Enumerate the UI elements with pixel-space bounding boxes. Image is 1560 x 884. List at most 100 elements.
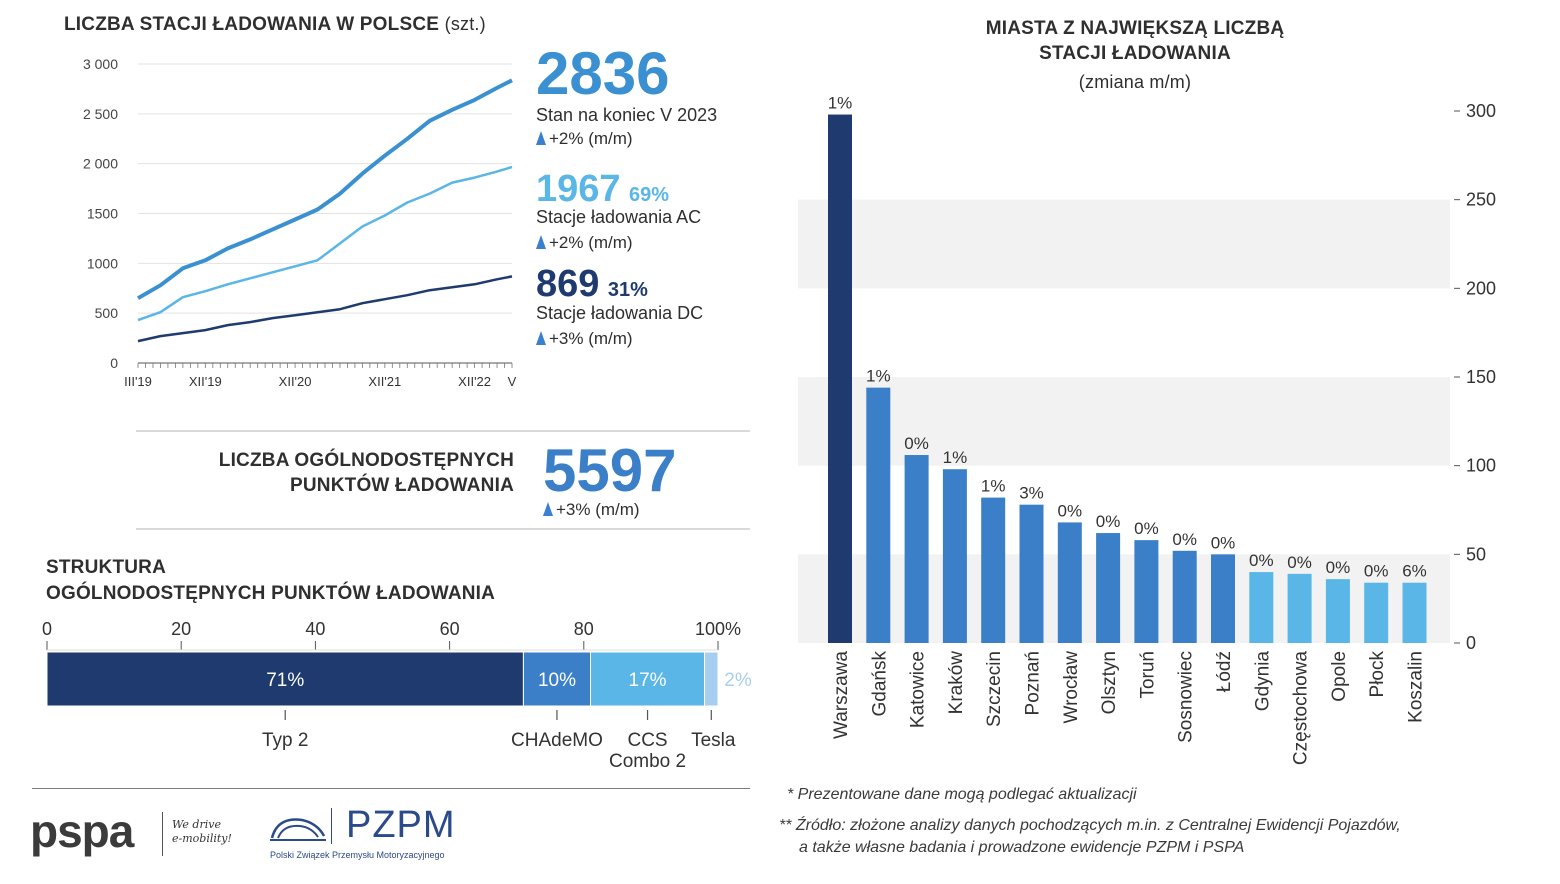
bar-katowice [904, 455, 929, 643]
segment-data-label: 71% [266, 670, 304, 691]
dc-stations-value: 869 [536, 263, 600, 305]
logo-separator [162, 812, 163, 856]
bar-data-label: 0% [1134, 519, 1159, 538]
x-tick-label: XII'22 [458, 374, 491, 389]
segment-chademo [522, 651, 592, 707]
pspa-tagline: We drive e-mobility! [172, 818, 232, 845]
segment-data-label: 2% [724, 670, 752, 691]
structure-title: STRUKTURA OGÓLNODOSTĘPNYCH PUNKTÓW ŁADOW… [46, 555, 495, 607]
dc-stations-label: Stacje ładowania DC [536, 303, 704, 323]
category-label: Tesla [691, 730, 736, 751]
segment-data-label: 10% [538, 670, 576, 691]
total-stations-label: Stan na koniec V 2023 [536, 105, 718, 125]
category-label: Szczecin [984, 651, 1005, 727]
bar-koszalin [1402, 582, 1427, 643]
bar-wrocław [1057, 522, 1082, 643]
points-title-line1: LICZBA OGÓLNODOSTĘPNYCH [218, 450, 514, 471]
x-tick-label: III'19 [124, 374, 152, 389]
category-label: Gdańsk [869, 651, 890, 717]
bar-chart-title-line2: STACJI ŁADOWANIA [1039, 43, 1231, 64]
y-tick-label: 200 [1466, 278, 1496, 298]
x-tick-label: 60 [440, 619, 460, 639]
bar-chart-title-line1: MIASTA Z NAJWIĘKSZĄ LICZBĄ [985, 18, 1285, 39]
category-label: Olsztyn [1099, 651, 1120, 714]
points-delta: +3% (m/m) [543, 500, 640, 520]
bar-data-label: 1% [981, 477, 1006, 496]
footnote-2: ** Źródło: złożone analizy danych pochod… [779, 815, 1401, 859]
bar-gdynia [1249, 572, 1274, 643]
y-tick-label: 100 [1466, 456, 1496, 476]
y-tick-label: 500 [95, 305, 119, 321]
series-line-dc [137, 275, 513, 343]
total-stations-delta: +2% (m/m) [536, 129, 633, 149]
line-chart: 0 500 1000 1500 2 000 2 500 3 000 III'19 XII'19 X… [83, 56, 517, 389]
pzpm-separator [331, 808, 332, 844]
y-tick-label: 0 [110, 355, 118, 371]
up-triangle-icon [543, 502, 553, 516]
x-tick-label: XII'20 [279, 374, 312, 389]
bar-data-label: 0% [1211, 533, 1236, 552]
category-label: Płock [1367, 651, 1388, 698]
background-band [798, 199, 1450, 289]
series-line-razem [137, 78, 513, 300]
bar-opole [1325, 579, 1350, 643]
x-tick-label: V [508, 374, 517, 389]
series-line-ac [137, 165, 513, 322]
points-value: 5597 [543, 437, 677, 504]
ac-stations-share: 69% [629, 184, 670, 206]
ac-stations-delta-text: +2% (m/m) [549, 233, 633, 252]
pzpm-car-icon [270, 818, 326, 841]
structure-title-line1: STRUKTURA [46, 557, 167, 578]
dc-stations-delta-text: +3% (m/m) [549, 329, 633, 348]
points-delta-text: +3% (m/m) [556, 500, 640, 519]
y-tick-label: 1000 [87, 255, 118, 271]
bar-chart-subtitle: (zmiana m/m) [1078, 72, 1192, 92]
segment-ccs-combo-2 [590, 651, 706, 707]
y-tick-label: 50 [1466, 544, 1486, 564]
background-band [798, 554, 1450, 643]
footnote-1: * Prezentowane dane mogą podlegać aktual… [787, 786, 1137, 803]
y-tick-label: 0 [1466, 633, 1476, 653]
bar-data-label: 6% [1402, 562, 1427, 581]
category-label: CHAdeMO [511, 730, 603, 751]
x-tick-label: 80 [574, 619, 594, 639]
x-tick-label: 0 [42, 619, 52, 639]
y-tick-label: 1500 [87, 206, 118, 222]
ac-stations-headline: 1967 69% [536, 170, 669, 208]
pzpm-subtitle: Polski Związek Przemysłu Motoryzacyjnego [270, 850, 445, 860]
line-chart-title: LICZBA STACJI ŁADOWANIA W POLSCE (szt.) [64, 14, 486, 36]
y-tick-label: 300 [1466, 101, 1496, 121]
category-label: Sosnowiec [1176, 651, 1197, 743]
structure-stacked-bar: 0 20 40 60 80 100% 71% 10% 17% 2% Typ 2 CHAdeMO CCSC… [42, 619, 752, 772]
bar-data-label: 1% [828, 94, 853, 113]
bar-poznań [1019, 504, 1044, 643]
category-label: Combo 2 [609, 751, 686, 772]
category-label: Warszawa [831, 651, 852, 739]
bar-data-label: 0% [1364, 562, 1389, 581]
background-band [798, 377, 1450, 466]
up-triangle-icon [536, 235, 546, 249]
y-tick-label: 3 000 [83, 56, 118, 72]
points-title: LICZBA OGÓLNODOSTĘPNYCH PUNKTÓW ŁADOWANI… [136, 448, 514, 498]
category-label: Kraków [946, 651, 967, 715]
pspa-logo: pspa [30, 805, 134, 857]
line-chart-title-unit: (szt.) [444, 14, 486, 34]
category-label: Opole [1329, 651, 1350, 702]
category-label: Typ 2 [262, 730, 308, 751]
ac-stations-label: Stacje ładowania AC [536, 207, 702, 227]
bar-data-label: 0% [1058, 501, 1083, 520]
bar-data-label: 0% [1172, 530, 1197, 549]
bar-data-label: 0% [1287, 553, 1312, 572]
category-label: Toruń [1137, 651, 1158, 699]
total-stations-value: 2836 [536, 40, 670, 107]
bar-data-label: 3% [1019, 484, 1044, 503]
city-bar-chart: 0 50 100 150 200 250 300 1% Warszawa 1% Gdańsk 0% Ka… [798, 94, 1496, 765]
bar-data-label: 0% [1326, 558, 1351, 577]
pzpm-logo: PZPM [346, 804, 456, 846]
x-tick-label: 40 [305, 619, 325, 639]
category-label: Koszalin [1406, 651, 1427, 723]
dc-stations-headline: 869 31% [536, 265, 648, 303]
footnote-2-line1: ** Źródło: złożone analizy danych pochod… [779, 817, 1401, 834]
category-label: Katowice [908, 651, 929, 728]
footer-divider [32, 788, 750, 789]
